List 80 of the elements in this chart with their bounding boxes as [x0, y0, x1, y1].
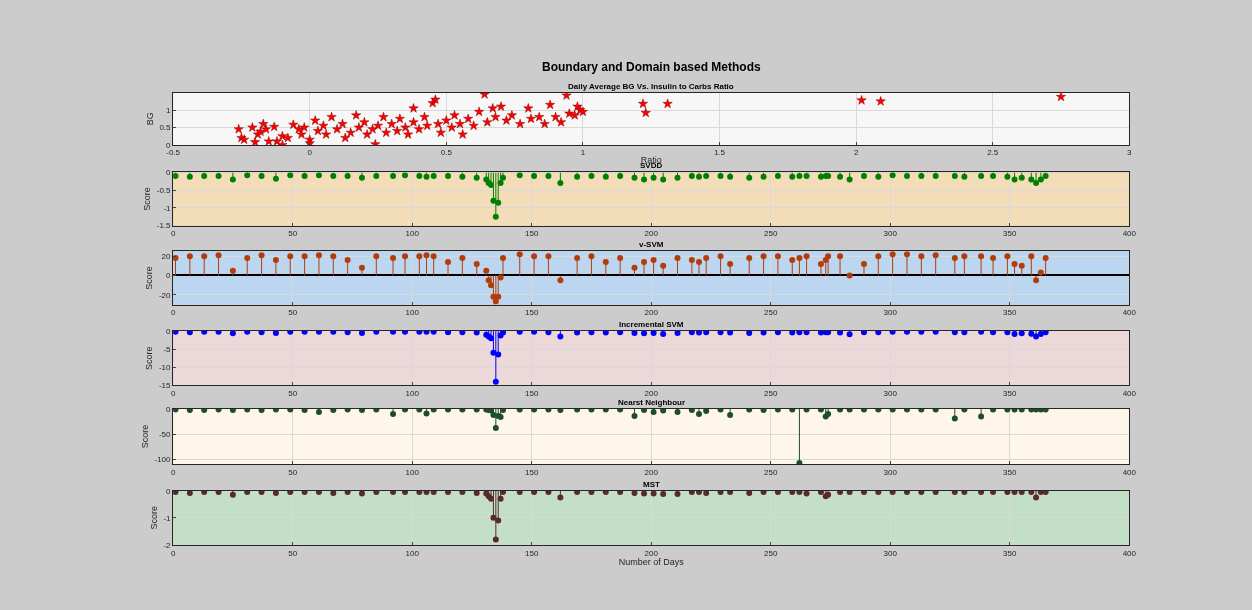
chart-title: Nearst Neighbour: [618, 398, 686, 407]
x-tick-label: 250: [764, 388, 778, 398]
y-tick-label: -1.5: [156, 221, 172, 231]
x-tick-label: 350: [1003, 229, 1017, 239]
x-tick-label: 2: [853, 148, 859, 158]
x-tick-label: 150: [525, 308, 539, 318]
x-axis-title: Number of Days: [618, 557, 685, 568]
x-tick-label: 0.5: [440, 148, 453, 158]
y-tick-label: -10: [158, 363, 172, 373]
x-tick-label: 150: [525, 388, 539, 398]
y-tick-label: -100: [154, 454, 172, 464]
x-tick-label: 100: [405, 467, 420, 477]
y-axis-title: Score: [139, 424, 150, 449]
x-tick-label: 250: [764, 308, 778, 318]
x-tick-label: 200: [644, 229, 659, 239]
x-tick-label: 350: [1003, 467, 1017, 477]
x-tick-label: 1: [580, 148, 586, 158]
y-tick-label: 1: [166, 105, 172, 115]
x-tick-label: 50: [288, 308, 298, 318]
x-tick-label: 3: [1127, 148, 1133, 158]
y-tick-label: 0.5: [159, 123, 172, 133]
x-tick-label: 50: [288, 467, 298, 477]
x-tick-label: 350: [1003, 308, 1017, 318]
x-tick-label: 50: [288, 229, 298, 239]
y-tick-label: -50: [158, 429, 172, 439]
x-tick-label: 350: [1003, 388, 1017, 398]
x-tick-label: 400: [1122, 467, 1137, 477]
chart-title: Boundary and Domain based Methods: [542, 60, 762, 74]
x-tick-label: 2.5: [987, 148, 999, 158]
x-tick-label: 300: [883, 388, 898, 398]
chart-title: MST: [643, 480, 660, 489]
x-tick-label: 300: [883, 467, 898, 477]
x-tick-label: 100: [405, 548, 420, 558]
y-axis-title: BG: [144, 112, 155, 126]
y-tick-label: 20: [161, 251, 172, 261]
x-tick-label: 150: [525, 467, 539, 477]
y-tick-label: 0: [166, 271, 172, 281]
y-tick-label: -1: [163, 513, 172, 523]
y-tick-label: -1: [163, 203, 172, 213]
x-tick-label: 400: [1122, 229, 1137, 239]
x-tick-label: 100: [405, 308, 420, 318]
y-tick-label: 0: [166, 404, 172, 414]
x-tick-label: 50: [288, 388, 298, 398]
x-tick-label: 300: [883, 548, 898, 558]
y-tick-label: -2: [163, 540, 172, 550]
y-tick-label: -0.5: [156, 186, 172, 196]
x-tick-label: 350: [1003, 548, 1017, 558]
x-tick-label: 200: [644, 308, 659, 318]
x-tick-label: 150: [525, 229, 539, 239]
x-tick-label: 250: [764, 548, 778, 558]
x-tick-label: 200: [644, 388, 659, 398]
x-tick-label: 300: [883, 229, 898, 239]
x-tick-label: 400: [1122, 388, 1137, 398]
x-tick-label: 250: [764, 467, 778, 477]
x-tick-label: 400: [1122, 548, 1137, 558]
y-tick-label: -20: [158, 290, 172, 300]
x-tick-label: 1.5: [713, 148, 726, 158]
x-tick-label: 200: [644, 467, 659, 477]
x-tick-label: 50: [288, 548, 298, 558]
chart-title: v-SVM: [639, 240, 664, 249]
y-tick-label: 0: [166, 486, 172, 496]
x-tick-label: 0: [307, 148, 313, 158]
y-tick-label: 0: [166, 140, 172, 150]
x-tick-label: 150: [525, 548, 539, 558]
y-tick-label: 0: [166, 168, 172, 178]
y-axis-title: Score: [142, 187, 153, 211]
chart-subtitle: Daily Average BG Vs. Insulin to Carbs Ratio: [568, 82, 734, 91]
x-tick-label: 100: [405, 229, 420, 239]
x-tick-label: 400: [1122, 308, 1137, 318]
x-tick-label: 300: [883, 308, 898, 318]
y-tick-label: 0: [166, 326, 172, 336]
y-axis-title: Score: [144, 346, 155, 370]
x-tick-label: 100: [405, 388, 420, 398]
y-axis-title: Score: [144, 266, 155, 290]
y-tick-label: -5: [163, 344, 172, 354]
chart-title: Incremental SVM: [619, 320, 684, 329]
x-tick-label: 200: [644, 548, 659, 558]
y-tick-label: -15: [158, 381, 172, 391]
x-tick-label: 250: [764, 229, 778, 239]
y-axis-title: Score: [148, 506, 159, 530]
